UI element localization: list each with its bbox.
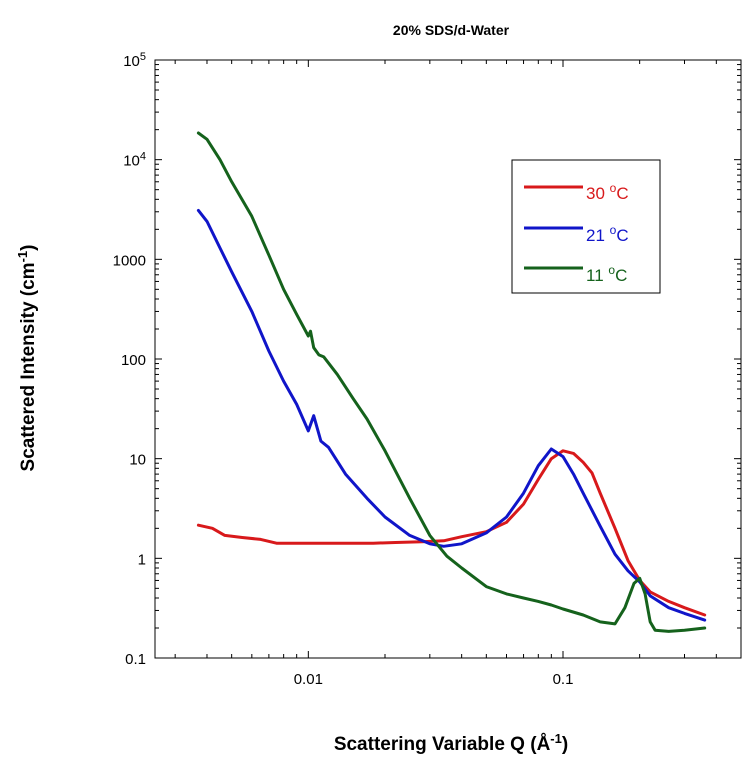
y-axis: 0.1 1 10 100 1000 104 105	[113, 51, 741, 668]
x-axis-title: Scattering Variable Q (Å-1)	[334, 731, 568, 756]
plot-frame	[154, 59, 742, 659]
legend: 30 oC 21 oC 11 oC	[511, 159, 661, 294]
y-axis-title-close: )	[18, 245, 39, 251]
series-lines	[196, 131, 707, 633]
x-tick-label: 0.1	[553, 671, 574, 688]
legend-entry-30c: 30 oC	[524, 181, 629, 203]
y-tick-label: 1000	[113, 252, 146, 269]
y-tick-label: 0.1	[125, 651, 146, 668]
series-line-11c	[196, 131, 707, 633]
y-tick-label: 104	[123, 151, 146, 170]
legend-label-21c: 21 oC	[586, 223, 629, 245]
x-axis-title-close: )	[562, 734, 568, 755]
y-tick-label: 100	[121, 352, 146, 369]
chart-title: 20% SDS/d-Water	[393, 22, 510, 38]
y-axis-title-main: Scattered Intensity (cm	[18, 262, 39, 471]
series-line-30c	[196, 449, 707, 617]
y-tick-label: 10	[129, 452, 146, 469]
series-line-21c	[196, 208, 707, 622]
legend-label-30c: 30 oC	[586, 181, 629, 203]
legend-label-11c: 11 oC	[586, 263, 627, 285]
y-tick-label: 1	[138, 551, 146, 568]
y-axis-title: Scattered Intensity (cm-1)	[15, 245, 40, 472]
legend-entry-11c: 11 oC	[524, 263, 627, 285]
y-axis-title-sup: -1	[15, 251, 30, 263]
y-tick-label: 105	[123, 51, 146, 70]
x-tick-label: 0.01	[294, 671, 323, 688]
x-axis: 0.01 0.1	[174, 60, 742, 688]
x-axis-title-unit: Å	[537, 734, 551, 755]
legend-entry-21c: 21 oC	[524, 223, 629, 245]
x-axis-title-sup: -1	[550, 731, 562, 746]
x-axis-title-main: Scattering Variable Q (	[334, 734, 537, 755]
